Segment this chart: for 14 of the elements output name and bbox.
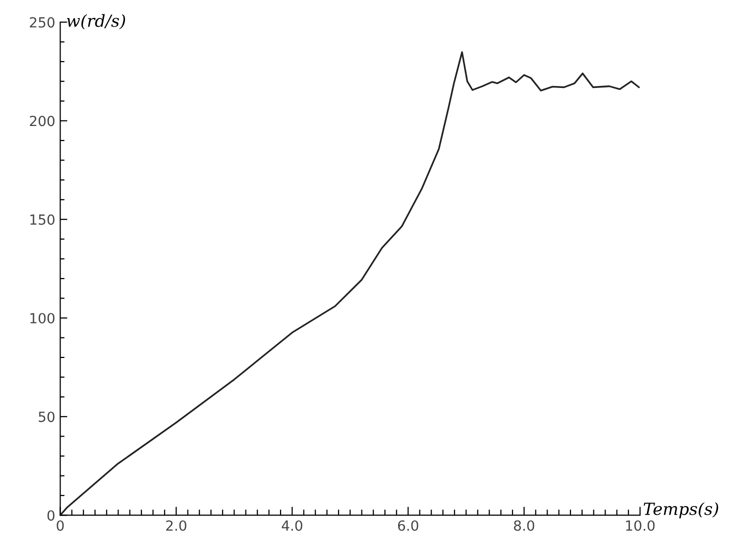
x-tick-label: 2.0 (166, 520, 186, 531)
y-axis-title: w(rd/s) (66, 14, 126, 30)
x-tick-label: 4.0 (282, 520, 302, 531)
x-tick-label: 6.0 (398, 520, 418, 531)
y-tick-label: 100 (30, 312, 54, 324)
y-tick-label: 150 (30, 214, 54, 225)
x-tick-label: 0 (56, 520, 64, 531)
x-axis-title: Temps(s) (644, 502, 718, 518)
y-tick-label: 200 (30, 116, 54, 126)
y-tick-label: 50 (38, 412, 54, 422)
x-tick-label: 10.0 (626, 520, 655, 531)
y-tick-label: 0 (47, 510, 54, 521)
y-tick-label: 250 (30, 17, 54, 28)
x-tick-label: 8.0 (514, 520, 534, 531)
